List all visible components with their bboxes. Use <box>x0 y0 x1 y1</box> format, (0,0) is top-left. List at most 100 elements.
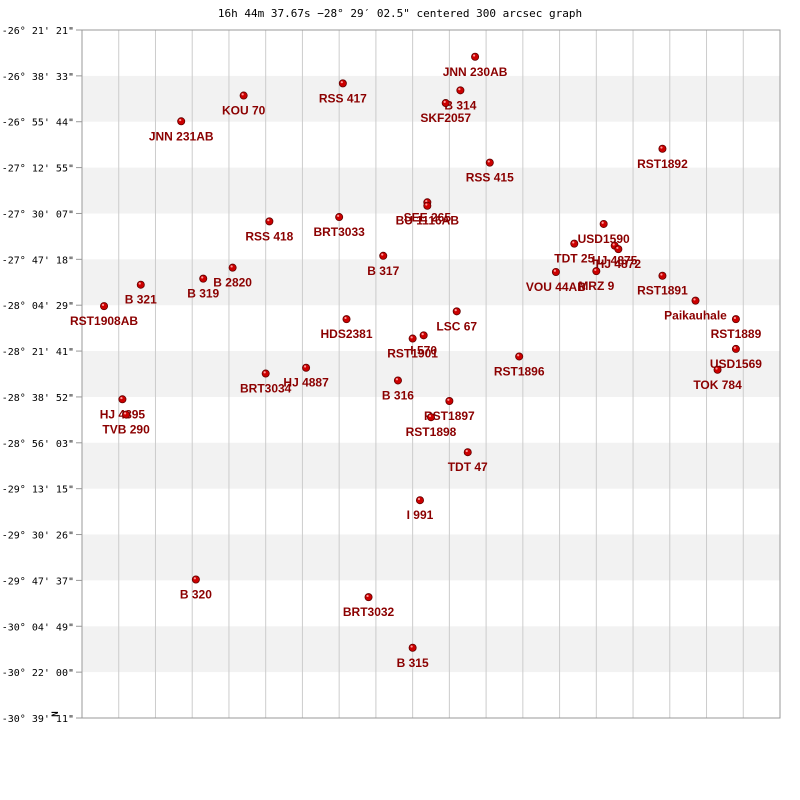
star-dot[interactable] <box>551 267 560 276</box>
y-axis-ticks: -26° 21' 21" -26° 38' 33" -26° 55' 44" -27°… <box>2 26 82 725</box>
star-dot[interactable] <box>342 315 351 324</box>
star-22[interactable]: B 321 <box>125 280 157 307</box>
star-dot-highlight <box>425 199 428 203</box>
star-41[interactable]: I 991 <box>407 496 434 523</box>
star-dot[interactable] <box>239 91 248 100</box>
star-dot[interactable] <box>122 410 131 419</box>
star-33[interactable]: HJ 4887 <box>283 363 329 390</box>
star-dot[interactable] <box>302 363 311 372</box>
star-dot[interactable] <box>419 331 428 340</box>
star-13[interactable]: TDT 25 <box>554 239 595 266</box>
star-dot[interactable] <box>731 344 740 353</box>
star-dot[interactable] <box>599 219 608 228</box>
star-0[interactable]: JNN 230AB <box>443 52 508 79</box>
y-tick-label: -28° 38' 52" <box>2 393 74 404</box>
star-dot[interactable] <box>570 239 579 248</box>
star-12[interactable]: USD1590 <box>578 219 630 246</box>
star-39[interactable]: RST1898 <box>406 413 457 440</box>
star-28[interactable]: I 570 <box>410 331 437 358</box>
star-38[interactable]: TVB 290 <box>102 410 150 437</box>
star-21[interactable]: B 319 <box>187 274 220 301</box>
star-dot-highlight <box>138 282 141 285</box>
star-20[interactable]: VOU 44AB <box>526 267 586 294</box>
star-4[interactable]: KOU 70 <box>222 91 266 118</box>
star-dot[interactable] <box>408 334 417 343</box>
star-dot-highlight <box>594 268 597 272</box>
star-dot[interactable] <box>100 302 109 311</box>
star-43[interactable]: BRT3032 <box>343 593 395 620</box>
star-dot[interactable] <box>452 307 461 316</box>
star-label: MRZ 9 <box>578 279 614 293</box>
star-15[interactable]: HJ 4872 <box>596 245 642 272</box>
star-18[interactable]: RST1891 <box>637 271 688 298</box>
star-17[interactable]: B 2820 <box>213 263 252 290</box>
star-dot[interactable] <box>445 397 454 406</box>
star-26[interactable]: HDS2381 <box>320 315 373 342</box>
star-5[interactable]: JNN 231AB <box>149 117 214 144</box>
star-dot[interactable] <box>199 274 208 283</box>
star-36[interactable]: HJ 4895 <box>100 395 146 422</box>
star-11[interactable]: RSS 418 <box>245 217 294 244</box>
star-dot[interactable] <box>335 213 344 222</box>
star-dot[interactable] <box>338 79 347 88</box>
star-dot[interactable] <box>191 575 200 584</box>
star-23[interactable]: Paikauhale <box>664 296 727 323</box>
star-dot[interactable] <box>691 296 700 305</box>
star-dot[interactable] <box>426 413 435 422</box>
y-tick-label: -26° 21' 21" <box>2 26 74 37</box>
star-dot-highlight <box>303 365 307 368</box>
star-label: SEE 265 <box>404 210 452 224</box>
star-dot[interactable] <box>731 315 740 324</box>
star-10[interactable]: BRT3033 <box>313 213 365 239</box>
star-42[interactable]: B 320 <box>180 575 212 602</box>
star-dot[interactable] <box>614 245 623 254</box>
star-dot-highlight <box>660 146 663 149</box>
star-1[interactable]: B 314 <box>444 86 477 113</box>
star-dot[interactable] <box>408 643 417 652</box>
star-dot[interactable] <box>261 369 270 378</box>
star-dot[interactable] <box>658 144 667 153</box>
star-dot[interactable] <box>441 99 450 108</box>
star-dot[interactable] <box>658 271 667 280</box>
star-31[interactable]: RST1896 <box>494 352 545 379</box>
star-dot[interactable] <box>136 280 145 289</box>
star-3[interactable]: RSS 417 <box>319 79 367 106</box>
star-dot[interactable] <box>713 365 722 374</box>
star-25[interactable]: LSC 67 <box>436 307 477 334</box>
star-dot[interactable] <box>463 448 472 457</box>
star-dot[interactable] <box>228 263 237 272</box>
star-dot[interactable] <box>592 267 601 276</box>
star-6[interactable]: RST1892 <box>637 144 688 171</box>
star-dot[interactable] <box>177 117 186 126</box>
star-24[interactable]: RST1908AB <box>70 302 138 329</box>
star-19[interactable]: MRZ 9 <box>578 267 615 294</box>
star-27[interactable]: RST1889 <box>711 315 762 342</box>
star-dot[interactable] <box>415 496 424 505</box>
star-dot[interactable] <box>364 593 373 602</box>
star-dot[interactable] <box>379 251 388 260</box>
star-label: BRT3033 <box>313 225 365 239</box>
star-dot[interactable] <box>265 217 274 226</box>
chart-title: 16h 44m 37.67s −28° 29′ 02.5" centered 3… <box>218 7 582 20</box>
star-40[interactable]: TDT 47 <box>448 448 488 475</box>
star-dot-highlight <box>344 316 347 320</box>
star-dot[interactable] <box>515 352 524 361</box>
star-dot[interactable] <box>485 158 494 167</box>
star-37[interactable]: RST1897 <box>424 397 475 423</box>
star-30[interactable]: USD1569 <box>710 344 762 371</box>
star-16[interactable]: B 317 <box>367 251 400 278</box>
star-29[interactable]: RST1901 <box>387 334 438 361</box>
star-44[interactable]: B 315 <box>397 643 429 670</box>
star-dot[interactable] <box>471 52 480 61</box>
star-34[interactable]: BRT3034 <box>240 369 292 396</box>
star-dot[interactable] <box>393 376 402 385</box>
star-7[interactable]: RSS 415 <box>466 158 514 185</box>
star-dot-highlight <box>263 371 266 374</box>
star-dot[interactable] <box>118 395 127 404</box>
star-dot[interactable] <box>456 86 465 95</box>
star-9[interactable]: BU 1116AB <box>396 201 460 228</box>
star-dot[interactable] <box>423 201 432 210</box>
star-35[interactable]: B 316 <box>382 376 414 403</box>
star-32[interactable]: TOK 784 <box>693 365 742 392</box>
star-2[interactable]: SKF2057 <box>420 99 471 125</box>
